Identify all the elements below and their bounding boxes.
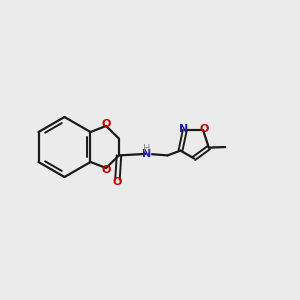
Text: O: O [200,124,209,134]
Text: H: H [143,143,150,154]
Text: O: O [113,177,122,188]
Text: N: N [142,149,151,159]
Text: N: N [179,124,188,134]
Text: O: O [102,118,111,129]
Text: O: O [102,165,111,176]
